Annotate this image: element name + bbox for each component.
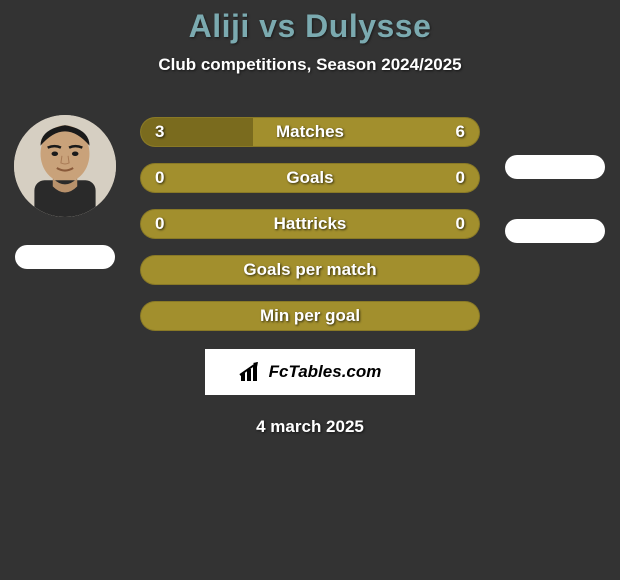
bar-goals-left-value: 0 [155,168,164,188]
bar-matches-right-value: 6 [456,122,465,142]
chart-icon [239,361,265,383]
bar-goals: 0 Goals 0 [140,163,480,193]
comparison-panel: 3 Matches 6 0 Goals 0 0 Hattricks 0 Goal… [0,115,620,331]
subtitle: Club competitions, Season 2024/2025 [0,55,620,75]
avatar-icon [14,115,116,217]
player-left-column [10,115,120,269]
bar-min-per-goal: Min per goal [140,301,480,331]
bar-hattricks: 0 Hattricks 0 [140,209,480,239]
page-title: Aliji vs Dulysse [0,8,620,45]
bar-matches: 3 Matches 6 [140,117,480,147]
bar-matches-left-value: 3 [155,122,164,142]
watermark: FcTables.com [205,349,415,395]
watermark-text: FcTables.com [269,362,382,382]
bar-hattricks-left-value: 0 [155,214,164,234]
comparison-bars: 3 Matches 6 0 Goals 0 0 Hattricks 0 Goal… [140,117,480,331]
bar-matches-label: Matches [276,122,344,142]
player-right-column [500,115,610,243]
player-right-name-pill-1 [505,155,605,179]
player-right-name-pill-2 [505,219,605,243]
bar-gpm-label: Goals per match [243,260,376,280]
bar-goals-label: Goals [286,168,333,188]
player-left-avatar [14,115,116,217]
bar-goals-per-match: Goals per match [140,255,480,285]
bar-hattricks-label: Hattricks [274,214,347,234]
date-label: 4 march 2025 [0,417,620,437]
bar-goals-right-value: 0 [456,168,465,188]
bar-hattricks-right-value: 0 [456,214,465,234]
player-left-name-pill [15,245,115,269]
bar-mpg-label: Min per goal [260,306,360,326]
